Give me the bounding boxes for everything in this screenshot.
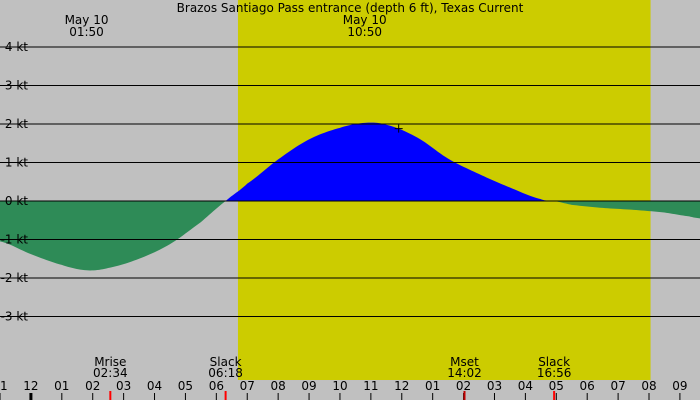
annotation-time: 01:50 xyxy=(69,25,104,39)
y-tick-label: -3 kt xyxy=(1,310,29,324)
x-tick-labels: 11 12 01 02 03 04 05 06 07 08 09 10 11 12 01 02 03 04 05 06… xyxy=(0,379,688,400)
x-tick-label: 10 xyxy=(332,379,347,393)
annotation-date: May 10 xyxy=(65,13,109,27)
x-tick-label: 11 xyxy=(0,379,8,393)
x-tick-label: 03 xyxy=(116,379,131,393)
x-tick-label: 05 xyxy=(178,379,193,393)
annotation-date: May 10 xyxy=(343,13,387,27)
event-label: Slack xyxy=(538,355,570,369)
x-tick-label: 01 xyxy=(54,379,69,393)
event-time: 14:02 xyxy=(447,366,482,380)
y-tick-label: 3 kt xyxy=(5,79,28,93)
x-tick-label: 06 xyxy=(580,379,595,393)
y-tick-label: 4 kt xyxy=(5,40,28,54)
event-time: 16:56 xyxy=(537,366,572,380)
y-tick-label: -1 kt xyxy=(1,233,29,247)
y-tick-labels: 4 kt 3 kt 2 kt 1 kt 0 kt -1 kt -2 kt -3 kt xyxy=(1,40,33,324)
x-tick-label: 09 xyxy=(672,379,687,393)
flood-area-layer xyxy=(0,122,700,201)
x-tick-label: 04 xyxy=(518,379,533,393)
y-tick-label: 1 kt xyxy=(5,156,28,170)
x-tick-label: 03 xyxy=(487,379,502,393)
ebb-area xyxy=(0,201,700,271)
event-label: Mrise xyxy=(94,355,126,369)
event-time: 06:18 xyxy=(208,366,243,380)
x-tick-label: 12 xyxy=(394,379,409,393)
x-tick-label: 05 xyxy=(549,379,564,393)
x-tick-label: 04 xyxy=(147,379,162,393)
current-time-marker xyxy=(394,124,403,133)
y-gridlines xyxy=(0,46,700,317)
chart-title: Brazos Santiago Pass entrance (depth 6 f… xyxy=(177,1,524,15)
x-tick-label: 08 xyxy=(271,379,286,393)
x-tick-label: 02 xyxy=(85,379,100,393)
flood-area xyxy=(0,122,700,201)
event-time: 02:34 xyxy=(93,366,128,380)
x-tick-label: 07 xyxy=(610,379,625,393)
y-tick-label: 2 kt xyxy=(5,117,28,131)
x-tick-label: 07 xyxy=(240,379,255,393)
annotation-time: 10:50 xyxy=(347,25,382,39)
event-label: Mset xyxy=(450,355,479,369)
x-tick-label: 09 xyxy=(301,379,316,393)
x-tick-label: 12 xyxy=(23,379,38,393)
x-tick-label: 06 xyxy=(209,379,224,393)
y-tick-label: 0 kt xyxy=(5,194,28,208)
x-tick-label: 11 xyxy=(363,379,378,393)
x-tick-label: 01 xyxy=(425,379,440,393)
event-label: Slack xyxy=(210,355,242,369)
x-tick-label: 08 xyxy=(641,379,656,393)
x-tick-label: 02 xyxy=(456,379,471,393)
ebb-area-layer xyxy=(0,201,700,271)
y-tick-label: -2 kt xyxy=(1,271,29,285)
